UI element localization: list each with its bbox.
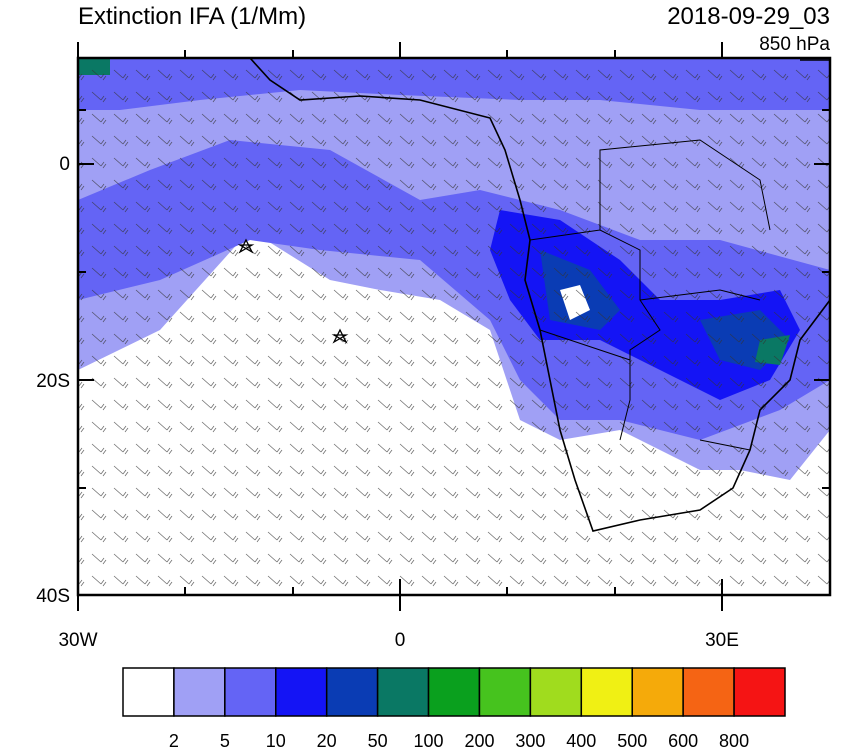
axis-ticks xyxy=(77,42,830,611)
colorbar-box xyxy=(427,667,481,717)
colorbar-label: 200 xyxy=(464,731,494,750)
lon-label: 0 xyxy=(395,630,406,651)
colorbar-box xyxy=(376,667,430,717)
map-frame xyxy=(76,56,832,597)
colorbar-box xyxy=(325,667,379,717)
colorbar-box xyxy=(478,667,532,717)
lat-label: 20S xyxy=(36,371,70,392)
colorbar-label: 50 xyxy=(368,731,388,750)
colorbar-box xyxy=(682,667,735,717)
title: Extinction IFA (1/Mm) xyxy=(78,3,306,30)
colorbar-label: 800 xyxy=(719,731,749,750)
colorbar-label: 300 xyxy=(515,731,545,750)
colorbar-label: 20 xyxy=(317,731,337,750)
pressure-level: 850 hPa xyxy=(759,34,830,55)
colorbar-label: 10 xyxy=(266,731,286,750)
colorbar-box xyxy=(529,667,583,717)
colorbar-box xyxy=(631,667,684,717)
colorbar-box xyxy=(122,667,175,717)
lat-label: 0 xyxy=(59,154,70,175)
colorbar-box xyxy=(173,667,226,717)
lon-label: 30E xyxy=(705,630,739,651)
map-field xyxy=(78,58,830,595)
colorbar-box xyxy=(275,667,328,717)
colorbar-box xyxy=(580,667,633,717)
lat-label: 40S xyxy=(36,586,70,607)
colorbar-box xyxy=(733,667,786,717)
colorbar-box xyxy=(224,667,277,717)
colorbar-label: 5 xyxy=(220,731,230,750)
colorbar: 2 5 10 20 50 100 200 300 400 500 600 800 xyxy=(122,667,786,751)
colorbar-label: 600 xyxy=(668,731,698,750)
lon-label: 30W xyxy=(58,630,97,651)
colorbar-label: 400 xyxy=(566,731,596,750)
valid-time: 2018-09-29_03 xyxy=(667,3,830,30)
colorbar-label: 500 xyxy=(617,731,647,750)
colorbar-label: 2 xyxy=(169,731,179,750)
colorbar-label: 100 xyxy=(414,731,444,750)
